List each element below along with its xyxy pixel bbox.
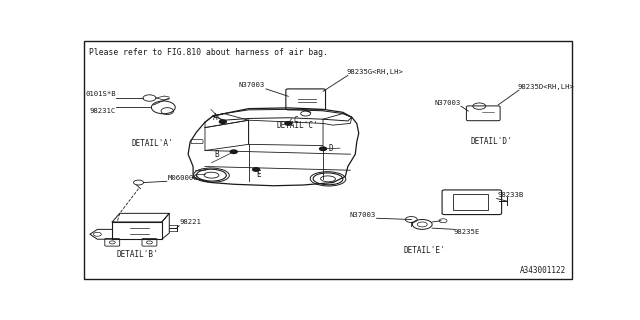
Text: DETAIL'B': DETAIL'B' [116, 250, 158, 259]
Text: Please refer to FIG.810 about harness of air bag.: Please refer to FIG.810 about harness of… [89, 48, 328, 57]
Circle shape [319, 147, 326, 150]
Text: 98233B: 98233B [497, 192, 524, 198]
Text: N37003: N37003 [350, 212, 376, 218]
Circle shape [230, 150, 237, 154]
Text: A: A [213, 113, 218, 122]
Text: N37003: N37003 [239, 83, 265, 88]
Text: 0101S*B: 0101S*B [85, 91, 116, 97]
Text: DETAIL'C': DETAIL'C' [276, 121, 318, 130]
Text: 98235D<RH,LH>: 98235D<RH,LH> [518, 84, 575, 90]
Text: DETAIL'A': DETAIL'A' [131, 140, 173, 148]
Text: A343001122: A343001122 [520, 266, 566, 275]
Text: D: D [328, 144, 333, 153]
Circle shape [285, 122, 292, 125]
Text: 98221: 98221 [180, 219, 202, 225]
Text: 98235G<RH,LH>: 98235G<RH,LH> [346, 69, 403, 75]
Text: B: B [214, 150, 219, 159]
Text: M060008: M060008 [167, 175, 198, 181]
Circle shape [253, 168, 260, 171]
Text: E: E [256, 171, 261, 180]
Text: DETAIL'D': DETAIL'D' [471, 137, 513, 146]
Text: 98231C: 98231C [90, 108, 116, 114]
Text: N37003: N37003 [434, 100, 460, 106]
Text: C: C [294, 116, 298, 125]
Text: 98235E: 98235E [454, 229, 480, 235]
Text: DETAIL'E': DETAIL'E' [404, 246, 445, 255]
Bar [453, 194, 488, 210]
Circle shape [220, 120, 227, 124]
